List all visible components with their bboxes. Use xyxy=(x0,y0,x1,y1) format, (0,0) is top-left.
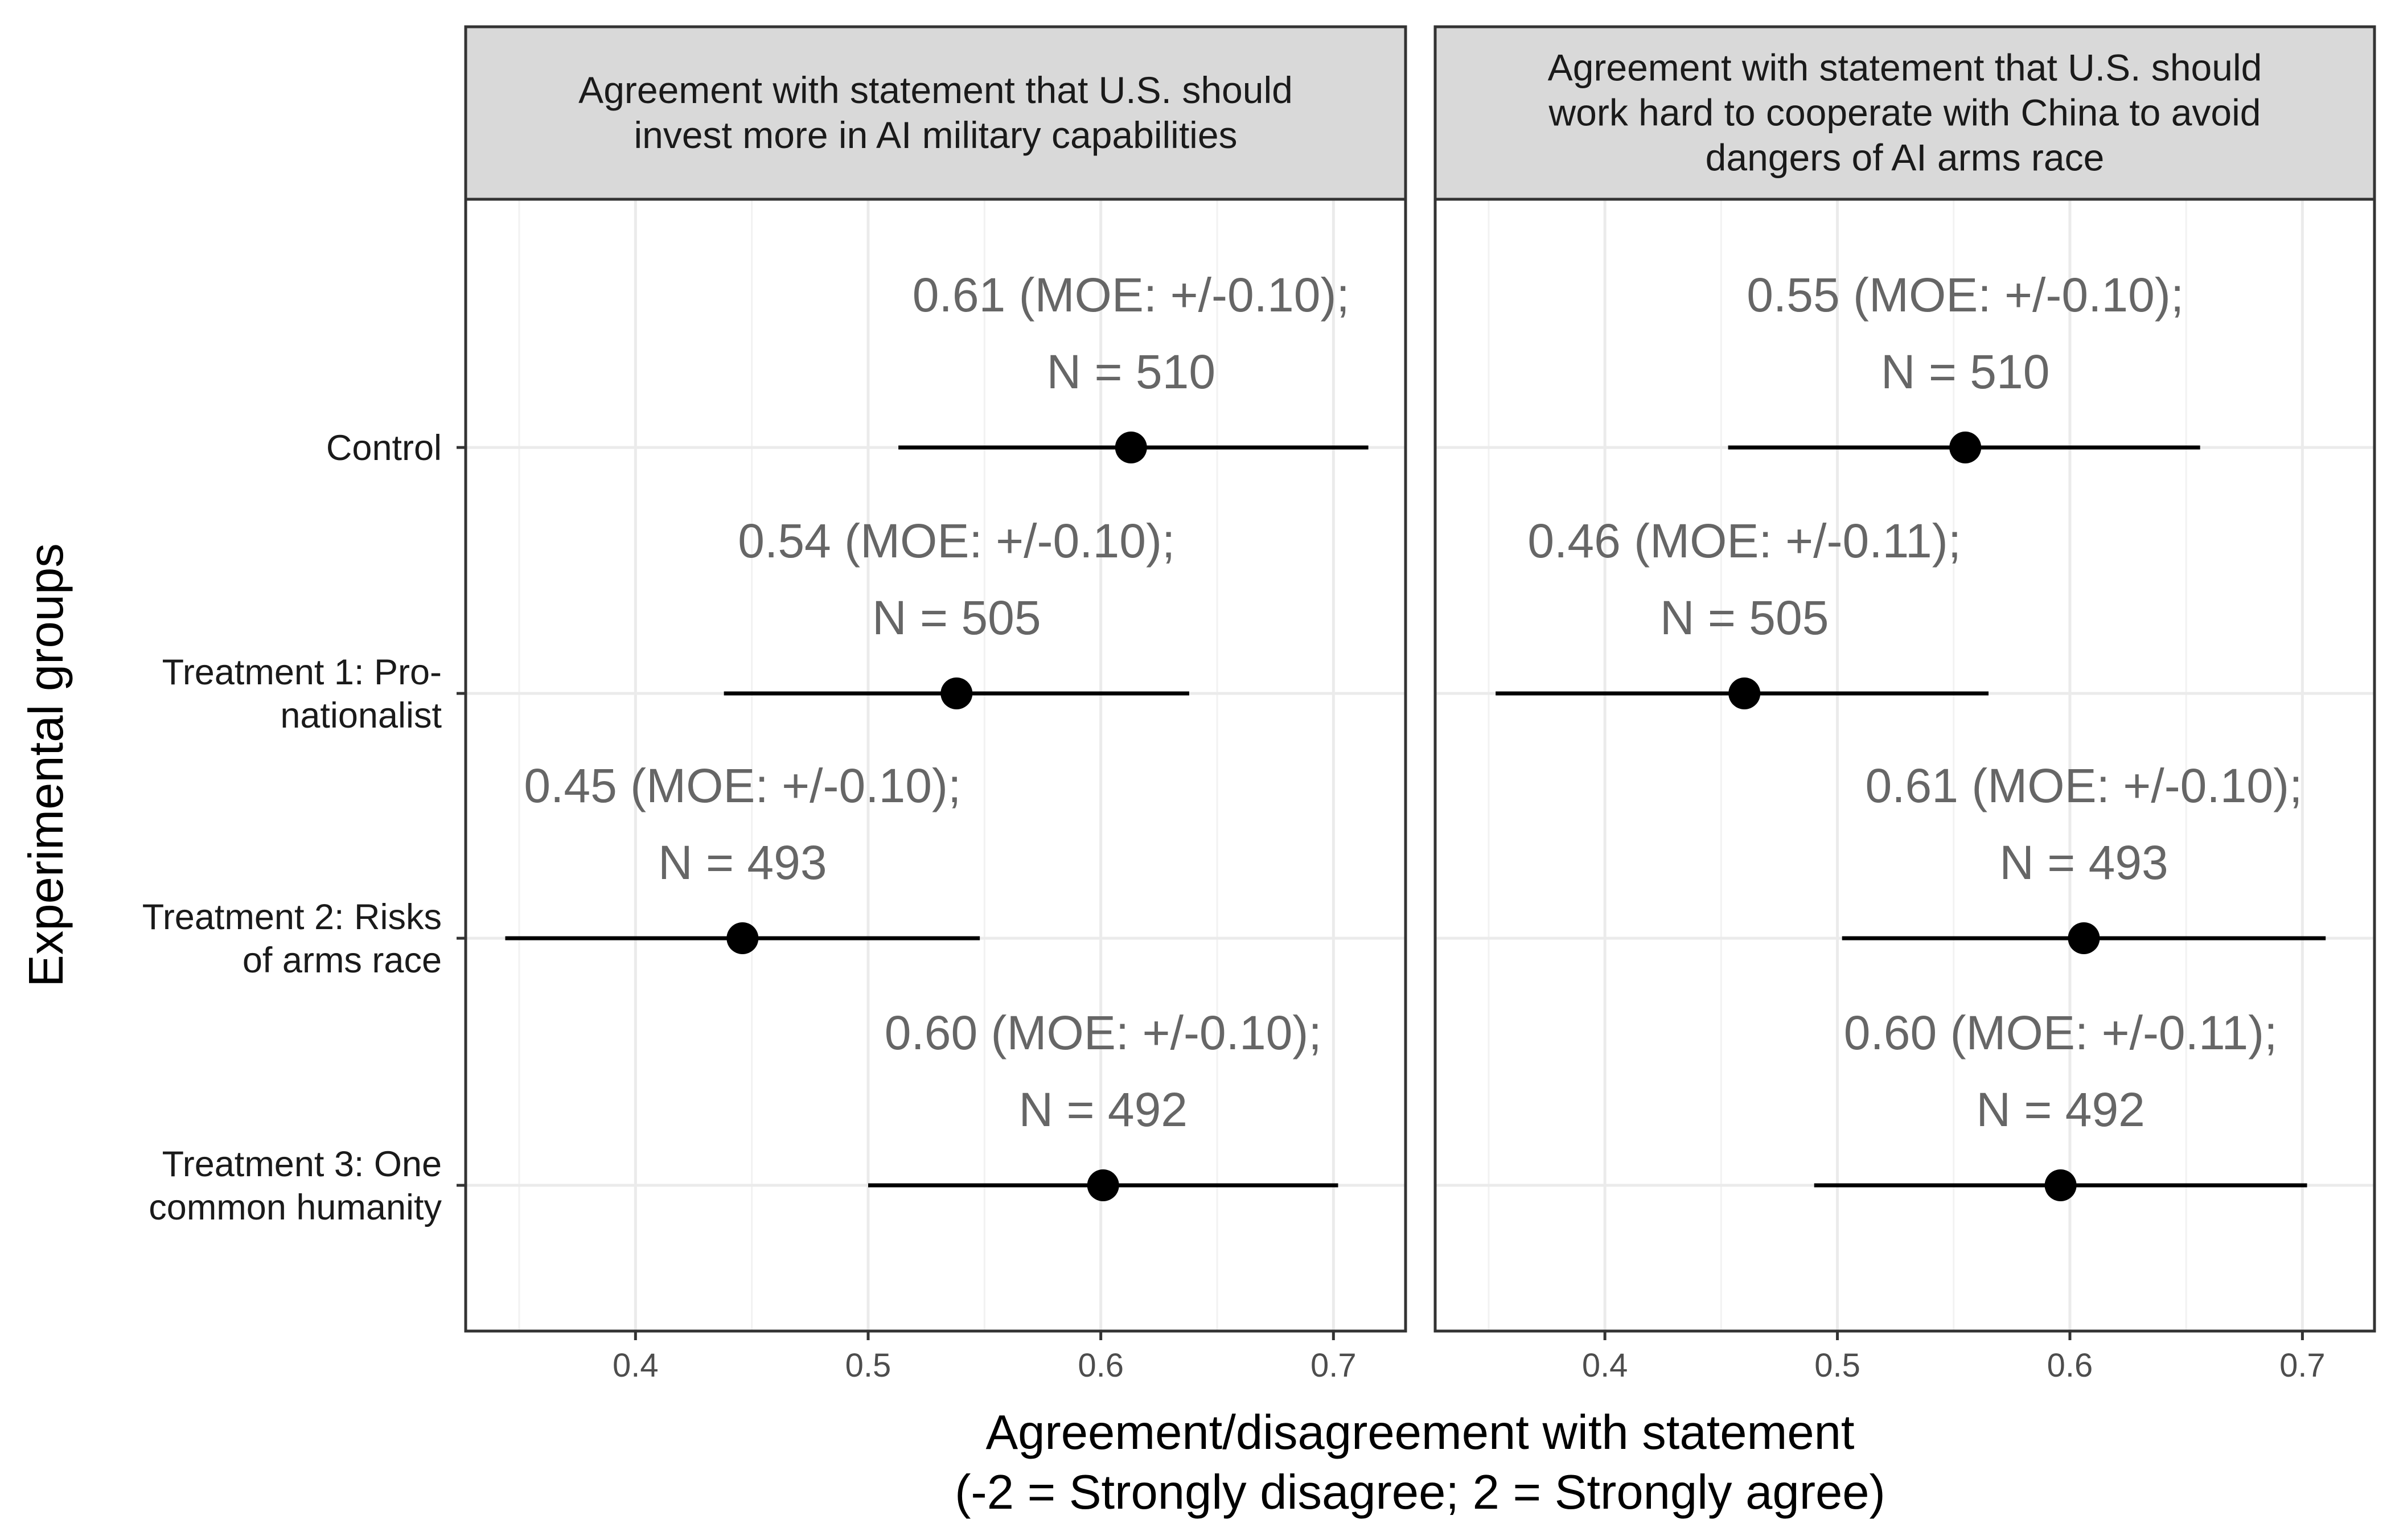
x-axis-title: Agreement/disagreement with statement xyxy=(985,1406,1854,1460)
x-tick-label: 0.5 xyxy=(1814,1347,1860,1384)
x-tick-label: 0.7 xyxy=(1310,1347,1357,1384)
facet-title-line: Agreement with statement that U.S. shoul… xyxy=(578,69,1293,111)
y-category-label: nationalist xyxy=(280,696,442,736)
data-point xyxy=(2068,922,2100,954)
data-label-line: N = 505 xyxy=(1660,591,1829,644)
panel-border-2 xyxy=(1433,198,2376,1333)
data-point xyxy=(1115,432,1147,463)
x-tick-label: 0.5 xyxy=(845,1347,892,1384)
data-label-line: 0.61 (MOE: +/-0.10); xyxy=(913,268,1350,322)
x-tick-label: 0.4 xyxy=(613,1347,659,1384)
facet-title-line: dangers of AI arms race xyxy=(1706,137,2105,179)
data-label-line: N = 510 xyxy=(1047,345,1216,399)
x-tick-label: 0.6 xyxy=(1078,1347,1124,1384)
data-label-line: N = 492 xyxy=(1976,1083,2145,1136)
data-point xyxy=(940,677,973,709)
facet-title-line: work hard to cooperate with China to avo… xyxy=(1548,92,2261,134)
data-label-line: N = 505 xyxy=(872,591,1041,644)
data-point xyxy=(2044,1169,2077,1201)
data-label-line: 0.61 (MOE: +/-0.10); xyxy=(1865,759,2302,812)
panel-border-1 xyxy=(464,198,1407,1333)
x-axis-title: (-2 = Strongly disagree; 2 = Strongly ag… xyxy=(955,1465,1885,1520)
data-point xyxy=(726,922,759,954)
data-label-line: 0.60 (MOE: +/-0.10); xyxy=(885,1006,1322,1059)
data-label-line: 0.45 (MOE: +/-0.10); xyxy=(524,759,961,812)
panel-background-1 xyxy=(466,199,1406,1331)
facet-strip-1 xyxy=(464,25,1407,201)
facet-title-line: Agreement with statement that U.S. shoul… xyxy=(1548,47,2262,89)
data-label-line: 0.55 (MOE: +/-0.10); xyxy=(1747,268,2184,322)
y-category-label: Treatment 1: Pro- xyxy=(162,652,442,692)
data-label-line: N = 492 xyxy=(1018,1083,1188,1136)
y-axis-title: Experimental groups xyxy=(19,543,73,987)
x-tick-label: 0.6 xyxy=(2047,1347,2093,1384)
facet-strip-2 xyxy=(1433,25,2376,201)
data-label-line: N = 493 xyxy=(1999,836,2168,889)
x-tick-label: 0.7 xyxy=(2279,1347,2326,1384)
data-point xyxy=(1087,1169,1119,1201)
y-category-label: of arms race xyxy=(243,941,442,980)
data-label-line: 0.54 (MOE: +/-0.10); xyxy=(738,514,1175,568)
y-category-label: Treatment 3: One xyxy=(162,1144,442,1184)
data-label-line: N = 493 xyxy=(658,836,827,889)
y-category-label: Control xyxy=(326,428,442,468)
y-category-label: common humanity xyxy=(149,1188,442,1227)
panel-background-2 xyxy=(1435,199,2374,1331)
data-label-line: N = 510 xyxy=(1881,345,2050,399)
data-label-line: 0.60 (MOE: +/-0.11); xyxy=(1844,1006,2278,1059)
data-label-line: 0.46 (MOE: +/-0.11); xyxy=(1527,514,1961,568)
data-point xyxy=(1949,432,1982,463)
facet-title-line: invest more in AI military capabilities xyxy=(634,114,1237,156)
y-category-label: Treatment 2: Risks xyxy=(142,897,442,937)
x-tick-label: 0.4 xyxy=(1582,1347,1628,1384)
data-point xyxy=(1728,677,1761,709)
